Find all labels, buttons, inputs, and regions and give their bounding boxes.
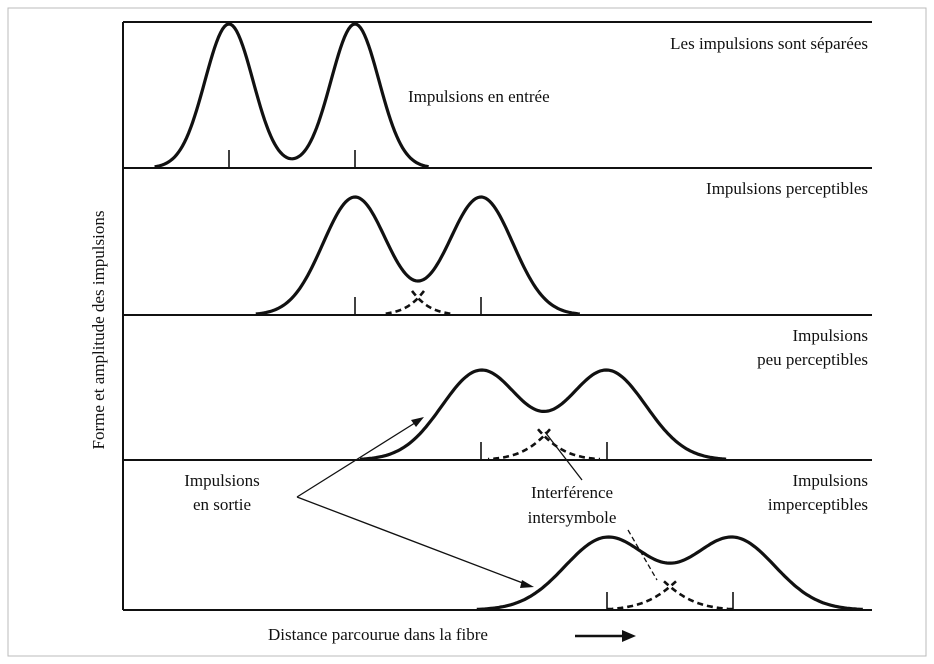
- arrow-head: [520, 580, 534, 588]
- pointer: [627, 529, 658, 581]
- interference-label: intersymbole: [528, 508, 617, 527]
- panel-label: Impulsions: [792, 471, 868, 490]
- pointer: [544, 431, 583, 481]
- output-label: en sortie: [193, 495, 251, 514]
- input-label: Impulsions en entrée: [408, 87, 550, 106]
- pulses: [123, 22, 872, 611]
- pulse-sum: [154, 22, 429, 169]
- panel-label: Impulsions perceptibles: [706, 179, 868, 198]
- interference-label: Interférence: [531, 483, 613, 502]
- pulse-tail: [663, 580, 737, 611]
- pointer: [296, 420, 419, 498]
- frame: [7, 7, 927, 657]
- pointers: [296, 417, 658, 642]
- pulse-sum: [255, 195, 580, 316]
- pulse-tail: [410, 290, 455, 316]
- pulse-sum: [359, 368, 727, 461]
- y-axis-label: Forme et amplitude des impulsions: [89, 211, 108, 450]
- pointer: [296, 496, 529, 586]
- pulse-tail: [537, 428, 601, 461]
- pulse-sum: [476, 535, 863, 611]
- pulse-tail: [487, 428, 551, 461]
- panel-label: peu perceptibles: [757, 350, 868, 369]
- x-arrow-head: [622, 630, 636, 642]
- panel-label: Impulsions: [792, 326, 868, 345]
- labels: Les impulsions sont séparées Impulsions …: [89, 34, 868, 644]
- pulse-tail: [381, 290, 426, 316]
- pulse-tail: [603, 580, 677, 611]
- arrow-head: [411, 417, 424, 427]
- panel-label: imperceptibles: [768, 495, 868, 514]
- x-axis-label: Distance parcourue dans la fibre: [268, 625, 488, 644]
- output-label: Impulsions: [184, 471, 260, 490]
- panel-label: Les impulsions sont séparées: [670, 34, 868, 53]
